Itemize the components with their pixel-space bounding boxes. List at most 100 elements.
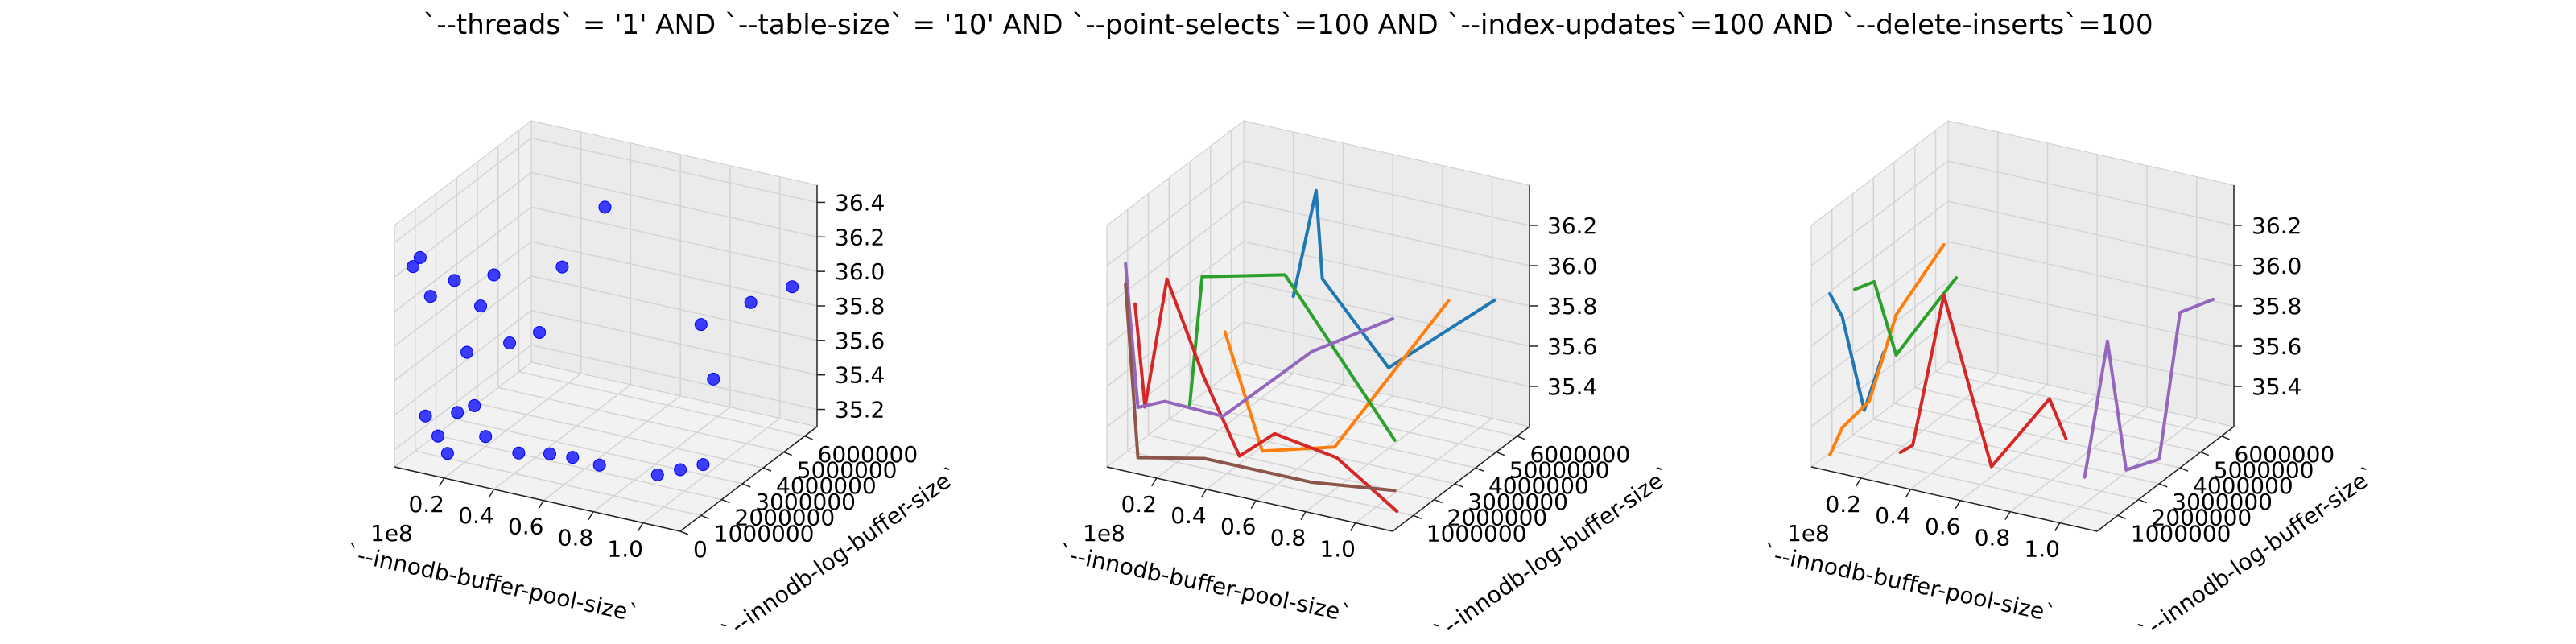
y-axis-line [1392, 426, 1530, 532]
y-tick-label: 2000000 [1447, 505, 1548, 531]
x-gridline [543, 154, 681, 502]
z-gridline [394, 137, 818, 244]
x-tick-label: 1.0 [607, 536, 643, 563]
scatter-point [413, 250, 427, 264]
y-tick-label: 2000000 [2152, 505, 2252, 531]
z-tick-label: 35.8 [835, 293, 885, 320]
x-tick-label: 0.4 [1170, 502, 1207, 529]
y-tick-label: 4000000 [1488, 473, 1589, 499]
x-tick-mark [2004, 511, 2011, 521]
scatter-point [407, 260, 420, 274]
y-tick-label: 2000000 [735, 505, 836, 531]
x-tick-mark [1350, 522, 1356, 531]
y-gridline [518, 130, 805, 437]
z-gridline [394, 344, 818, 451]
y-tick-label: 5000000 [2214, 457, 2314, 484]
x-gridline [592, 165, 731, 513]
x-tick-label: 1.0 [2024, 536, 2060, 563]
y-tick-mark [804, 436, 813, 440]
series-line-6 [1124, 282, 1397, 493]
z-tick-label: 35.4 [835, 362, 885, 389]
y-tick-mark [762, 467, 772, 472]
scatter-point [448, 274, 461, 287]
z-tick-label: 35.2 [835, 397, 885, 423]
y-tick-mark [2221, 436, 2230, 440]
x-tick-mark [588, 511, 594, 521]
scatter-point [503, 336, 517, 350]
scatter-point [423, 290, 437, 303]
y-gridline [456, 177, 743, 485]
z-tick-label: 36.0 [2252, 253, 2301, 279]
scatter-point [460, 345, 474, 359]
z-gridline [394, 309, 818, 416]
x-offset-label: 1e8 [1787, 520, 1830, 547]
scatter-point [543, 447, 556, 460]
x-tick-mark [1856, 477, 1862, 487]
scatter-point [707, 372, 720, 386]
scatter-point [555, 260, 569, 274]
scatter-point [431, 429, 445, 443]
scatter-point [744, 295, 758, 309]
x-tick-mark [2054, 522, 2061, 531]
series-line-3 [1187, 273, 1397, 442]
y-tick-label: 6000000 [1530, 441, 1631, 468]
z-gridline [394, 241, 818, 347]
scatter-point [650, 468, 664, 481]
x-tick-mark [1250, 500, 1257, 510]
scatter-point [566, 451, 580, 464]
z-gridline [394, 275, 818, 382]
y-tick-mark [679, 530, 689, 535]
y-tick-label: 1000000 [1426, 520, 1527, 547]
y-tick-mark [1413, 514, 1422, 519]
x-tick-label: 0.2 [1121, 491, 1157, 518]
y-tick-mark [1434, 498, 1443, 504]
z-tick-label: 36.2 [2252, 213, 2301, 239]
x-tick-label: 1.0 [1319, 536, 1356, 563]
x-tick-mark [439, 477, 445, 487]
y-tick-mark [741, 483, 751, 488]
y-tick-label: 4000000 [776, 473, 877, 499]
z-gridline [1106, 241, 1530, 347]
z-gridline [1810, 281, 2235, 387]
y-tick-label: 3000000 [2172, 489, 2273, 515]
scatter-point [786, 280, 799, 294]
z-tick-label: 36.2 [835, 224, 885, 250]
z-tick-label: 35.6 [1547, 333, 1597, 360]
y-axis-line [2096, 426, 2235, 532]
y-tick-label: 0 [693, 536, 708, 563]
y-tick-mark [1454, 483, 1463, 488]
x-offset-label: 1e8 [1083, 520, 1125, 547]
z-gridline [394, 171, 818, 278]
y-tick-mark [1496, 451, 1505, 456]
y-tick-label: 5000000 [797, 457, 898, 484]
z-tick-label: 35.4 [2252, 374, 2301, 400]
y-tick-mark [2138, 498, 2147, 504]
x-gridline [444, 131, 582, 479]
z-gridline [1106, 160, 1530, 266]
z-gridline [1106, 281, 1530, 387]
y-tick-label: 6000000 [2235, 441, 2335, 468]
x-tick-label: 0.6 [508, 514, 544, 540]
x-tick-label: 0.8 [558, 525, 594, 551]
y-axis-line [679, 426, 818, 532]
y-tick-label: 1000000 [714, 520, 815, 547]
series-line-2 [1828, 243, 1946, 457]
y-tick-mark [700, 514, 710, 519]
z-tick-label: 35.4 [1547, 374, 1597, 400]
series-line-4 [1898, 293, 2068, 469]
series-line-5 [1124, 262, 1395, 419]
scatter-point [598, 200, 612, 214]
z-tick-label: 35.8 [1547, 293, 1597, 320]
scatter-point [419, 409, 432, 423]
z-tick-label: 35.6 [2252, 333, 2301, 360]
x-tick-mark [1151, 477, 1158, 487]
x-axis-line [394, 466, 681, 532]
x-tick-mark [1905, 489, 1912, 498]
series-line-1 [1291, 188, 1496, 369]
x-tick-mark [638, 522, 644, 531]
y-tick-mark [2158, 483, 2168, 488]
y-tick-label: 6000000 [818, 441, 919, 468]
z-gridline [1106, 321, 1530, 427]
y-tick-mark [1517, 436, 1525, 440]
y-tick-mark [783, 451, 793, 456]
